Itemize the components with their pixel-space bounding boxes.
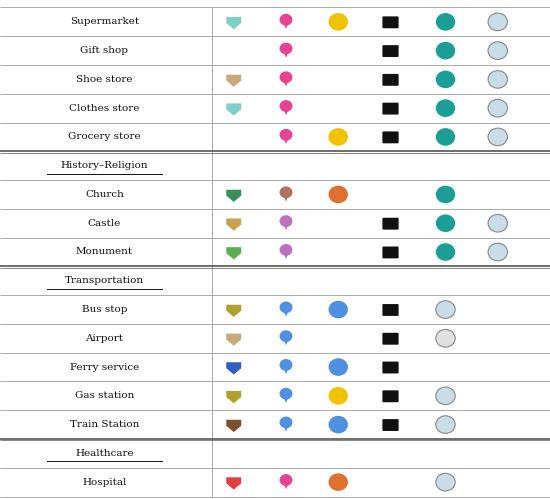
Circle shape <box>279 417 293 428</box>
Circle shape <box>488 243 508 261</box>
Text: Shoe store: Shoe store <box>76 75 133 84</box>
FancyBboxPatch shape <box>382 247 399 258</box>
Polygon shape <box>283 136 289 144</box>
Text: Airport: Airport <box>85 334 124 343</box>
Polygon shape <box>283 194 289 202</box>
Polygon shape <box>226 74 241 87</box>
Polygon shape <box>283 21 289 29</box>
Polygon shape <box>283 482 289 489</box>
Circle shape <box>436 215 455 232</box>
Circle shape <box>279 71 293 83</box>
Circle shape <box>436 42 455 59</box>
Circle shape <box>328 128 348 146</box>
Polygon shape <box>226 391 241 404</box>
Text: Church: Church <box>85 190 124 199</box>
FancyBboxPatch shape <box>382 74 399 86</box>
Polygon shape <box>226 477 241 490</box>
Polygon shape <box>283 50 289 58</box>
Circle shape <box>279 330 293 342</box>
Polygon shape <box>226 247 241 260</box>
FancyBboxPatch shape <box>382 390 399 402</box>
Polygon shape <box>283 251 289 259</box>
FancyBboxPatch shape <box>382 304 399 316</box>
Circle shape <box>279 187 293 198</box>
Circle shape <box>436 186 455 203</box>
Circle shape <box>436 99 455 117</box>
Circle shape <box>279 388 293 400</box>
Text: Gift shop: Gift shop <box>80 46 129 55</box>
Circle shape <box>279 215 293 227</box>
Circle shape <box>436 243 455 261</box>
Text: Hospital: Hospital <box>82 478 126 487</box>
Text: Clothes store: Clothes store <box>69 104 140 113</box>
Circle shape <box>436 416 455 434</box>
Text: History–Religion: History–Religion <box>60 161 148 170</box>
Circle shape <box>279 244 293 255</box>
Polygon shape <box>226 333 241 346</box>
Polygon shape <box>226 218 241 231</box>
Polygon shape <box>226 362 241 375</box>
Circle shape <box>328 474 348 491</box>
Circle shape <box>488 99 508 117</box>
Circle shape <box>436 70 455 88</box>
Circle shape <box>279 359 293 371</box>
Circle shape <box>488 128 508 146</box>
Circle shape <box>279 474 293 486</box>
Circle shape <box>279 42 293 54</box>
Polygon shape <box>283 424 289 432</box>
Text: Gas station: Gas station <box>75 391 134 400</box>
Circle shape <box>488 215 508 232</box>
Circle shape <box>436 301 455 318</box>
Polygon shape <box>283 309 289 316</box>
Circle shape <box>328 186 348 203</box>
FancyBboxPatch shape <box>382 131 399 143</box>
Circle shape <box>436 387 455 405</box>
Polygon shape <box>283 79 289 86</box>
Text: Grocery store: Grocery store <box>68 132 141 141</box>
Polygon shape <box>283 107 289 115</box>
FancyBboxPatch shape <box>382 218 399 230</box>
Polygon shape <box>226 190 241 203</box>
Circle shape <box>436 474 455 491</box>
Text: Supermarket: Supermarket <box>70 17 139 26</box>
Circle shape <box>436 13 455 30</box>
FancyBboxPatch shape <box>382 362 399 373</box>
FancyBboxPatch shape <box>382 103 399 115</box>
Polygon shape <box>226 17 241 30</box>
Text: Train Station: Train Station <box>70 420 139 429</box>
FancyBboxPatch shape <box>382 419 399 431</box>
FancyBboxPatch shape <box>382 45 399 57</box>
Text: Transportation: Transportation <box>65 276 144 285</box>
Circle shape <box>328 301 348 318</box>
Circle shape <box>328 387 348 405</box>
Text: Healthcare: Healthcare <box>75 449 134 458</box>
Text: Monument: Monument <box>76 248 133 256</box>
Polygon shape <box>226 304 241 317</box>
Text: Bus stop: Bus stop <box>82 305 127 314</box>
Circle shape <box>279 301 293 313</box>
Circle shape <box>488 70 508 88</box>
Circle shape <box>328 13 348 30</box>
Circle shape <box>436 128 455 146</box>
Circle shape <box>279 100 293 112</box>
Text: Castle: Castle <box>88 219 121 228</box>
Text: Ferry service: Ferry service <box>70 363 139 372</box>
FancyBboxPatch shape <box>382 333 399 345</box>
FancyBboxPatch shape <box>382 16 399 28</box>
Circle shape <box>488 42 508 59</box>
Polygon shape <box>283 395 289 403</box>
Circle shape <box>328 416 348 434</box>
Polygon shape <box>283 223 289 230</box>
Polygon shape <box>226 103 241 116</box>
Polygon shape <box>226 420 241 433</box>
Circle shape <box>488 13 508 30</box>
Circle shape <box>328 358 348 376</box>
Polygon shape <box>283 366 289 374</box>
Circle shape <box>436 329 455 347</box>
Polygon shape <box>283 338 289 345</box>
Circle shape <box>279 14 293 25</box>
Circle shape <box>279 129 293 141</box>
